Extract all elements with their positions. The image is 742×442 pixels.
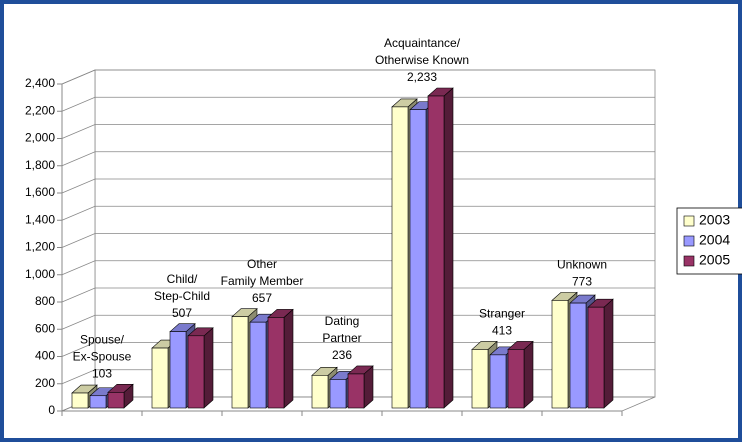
bar	[267, 308, 294, 409]
bar-front	[267, 317, 285, 409]
grid-line	[61, 287, 655, 303]
bar	[587, 298, 614, 409]
bar-front	[391, 106, 409, 409]
bar	[507, 340, 534, 409]
category-value-label: 773	[572, 275, 592, 289]
category-label: Step-Child	[154, 289, 210, 303]
bar-side	[283, 308, 294, 409]
category-label: Unknown	[557, 258, 607, 272]
grid-line	[61, 342, 655, 357]
legend-label: 2005	[699, 252, 730, 268]
category-label: Spouse/	[80, 333, 125, 347]
y-tick-label: 0	[48, 403, 55, 417]
category-value-label: 103	[92, 367, 112, 381]
bar-front	[169, 331, 187, 409]
bar-front	[71, 392, 89, 409]
y-tick-label: 2,200	[25, 103, 55, 117]
category-value-label: 413	[492, 324, 512, 338]
category-label: Child/	[167, 272, 198, 286]
bar-front	[231, 316, 249, 409]
legend-swatch	[683, 255, 695, 267]
grid-line	[61, 178, 655, 194]
bar-side	[203, 327, 214, 409]
grid-line	[61, 260, 655, 276]
bar	[107, 383, 134, 409]
y-tick-label: 1,600	[25, 185, 55, 199]
grid-line	[61, 69, 655, 85]
y-tick-label: 2,000	[25, 131, 55, 145]
bar-front	[347, 373, 365, 409]
category-label: Otherwise Known	[375, 53, 469, 67]
category-label: Stranger	[479, 307, 525, 321]
category-label: Dating	[325, 314, 360, 328]
bar-front	[107, 392, 125, 409]
bar-front	[507, 349, 525, 409]
bar-front	[489, 354, 507, 409]
bar-front	[311, 374, 329, 409]
bar-front	[187, 335, 205, 409]
bar-front	[151, 347, 169, 409]
bar	[187, 327, 214, 409]
bar-side	[443, 87, 454, 409]
y-tick-label: 600	[35, 321, 55, 335]
category-value-label: 2,233	[407, 70, 437, 84]
legend-label: 2003	[699, 212, 730, 228]
category-value-label: 236	[332, 348, 352, 362]
grid-line	[61, 96, 655, 112]
bar-front	[471, 349, 489, 409]
y-tick-label: 800	[35, 294, 55, 308]
y-tick-label: 400	[35, 349, 55, 363]
bar-front	[249, 321, 267, 409]
grid-line	[61, 124, 655, 139]
bar-front	[569, 302, 587, 409]
category-label: Acquaintance/	[384, 36, 461, 50]
bar-front	[329, 379, 347, 409]
y-tick-label: 1,000	[25, 267, 55, 281]
grid-line	[61, 369, 655, 385]
bar-front	[427, 95, 445, 409]
bar-front	[551, 300, 569, 409]
category-label: Family Member	[221, 274, 304, 288]
bar-front	[89, 395, 107, 409]
category-label: Ex-Spouse	[73, 350, 132, 364]
y-tick-label: 2,400	[25, 76, 55, 90]
y-tick-label: 1,800	[25, 158, 55, 172]
grid-line	[61, 314, 655, 330]
bar	[347, 365, 374, 409]
y-tick-label: 1,200	[25, 240, 55, 254]
category-label: Partner	[322, 331, 361, 345]
y-tick-label: 1,400	[25, 212, 55, 226]
category-value-label: 507	[172, 306, 192, 320]
bar-front	[587, 306, 605, 409]
bar-front	[409, 109, 427, 409]
grid-line	[61, 151, 655, 167]
legend-label: 2004	[699, 232, 730, 248]
category-label: Other	[247, 257, 277, 271]
bar-side	[523, 340, 534, 409]
grid-line	[61, 205, 655, 221]
y-tick-label: 200	[35, 376, 55, 390]
grid-line	[61, 233, 655, 248]
bar-side	[603, 298, 614, 409]
legend-swatch	[683, 235, 695, 247]
bar	[427, 87, 454, 409]
category-value-label: 657	[252, 291, 272, 305]
legend-swatch	[683, 215, 695, 227]
